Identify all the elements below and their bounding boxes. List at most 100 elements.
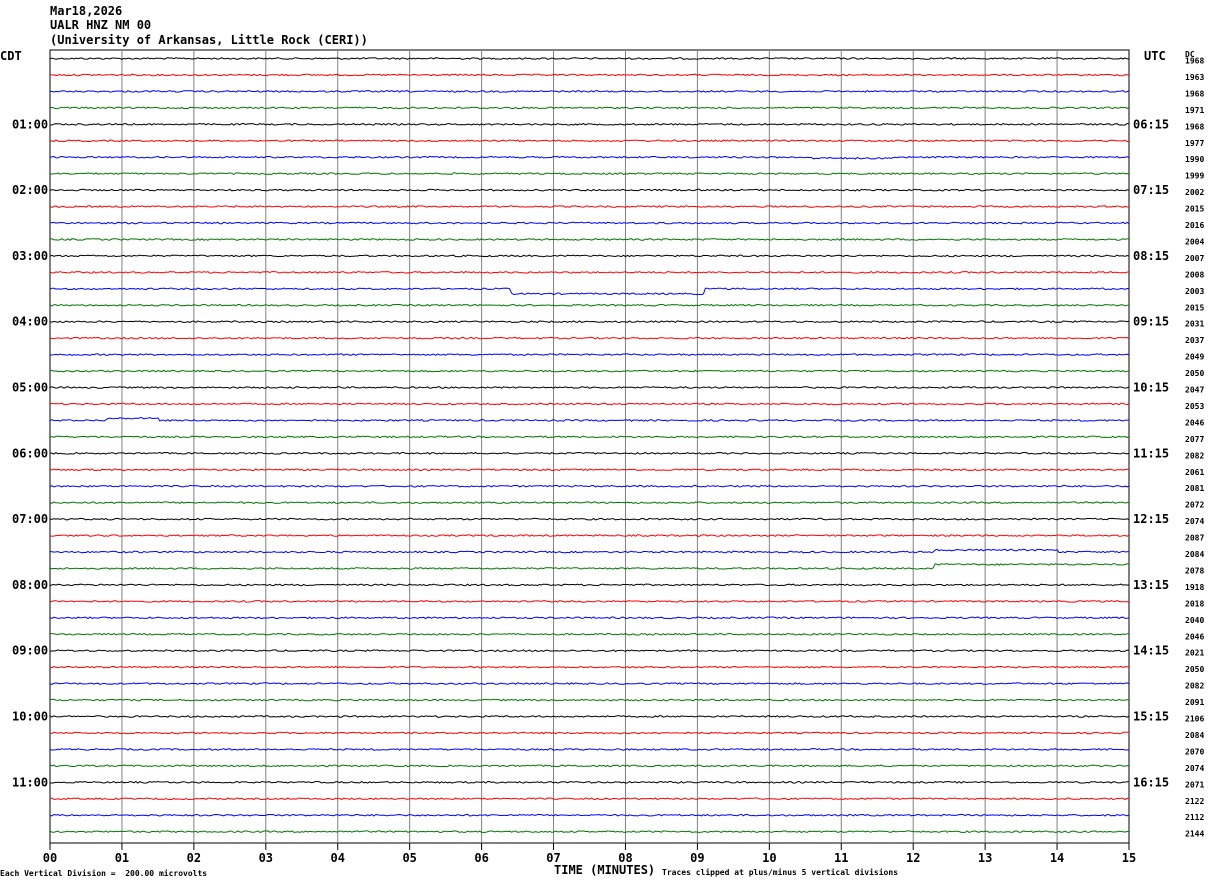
- dc-value-19: 2050: [1185, 369, 1204, 378]
- trace-23: [49, 435, 1130, 439]
- right-hour-label-2: 08:15: [1133, 249, 1169, 263]
- left-hour-label-3: 04:00: [12, 315, 48, 329]
- right-hour-label-1: 07:15: [1133, 183, 1169, 197]
- dc-value-38: 2082: [1185, 682, 1204, 691]
- right-timezone-label: UTC: [1144, 49, 1166, 63]
- left-timezone-label: CDT: [0, 49, 22, 63]
- hour-labels: 1968 1963 1968 1971 1968 1977 1990 1999 2002 2015…: [12, 57, 1204, 839]
- dc-value-12: 2007: [1185, 254, 1204, 263]
- trace-25: [49, 468, 1130, 472]
- dc-value-22: 2046: [1185, 418, 1204, 427]
- trace-13: [49, 270, 1130, 274]
- right-hour-label-4: 10:15: [1133, 381, 1169, 395]
- dc-value-29: 2087: [1185, 534, 1204, 543]
- x-tick-label-4: 04: [331, 851, 345, 865]
- dc-value-5: 1977: [1185, 139, 1204, 148]
- right-hour-label-7: 13:15: [1133, 578, 1169, 592]
- trace-0: [49, 57, 1130, 60]
- dc-value-26: 2081: [1185, 484, 1204, 493]
- x-tick-label-6: 06: [474, 851, 488, 865]
- dc-value-4: 1968: [1185, 122, 1204, 131]
- dc-value-25: 2061: [1185, 468, 1204, 477]
- x-tick-label-15: 15: [1122, 851, 1136, 865]
- scale-note: Each Vertical Division = 200.00 microvol…: [0, 869, 208, 878]
- trace-18: [49, 353, 1130, 357]
- dc-value-10: 2016: [1185, 221, 1204, 230]
- x-tick-label-0: 00: [43, 851, 57, 865]
- dc-value-46: 2112: [1185, 813, 1204, 822]
- network-label: (University of Arkansas, Little Rock (CE…: [50, 33, 368, 47]
- plot-frame: [49, 49, 1130, 844]
- dc-value-1: 1963: [1185, 73, 1204, 82]
- trace-7: [49, 172, 1130, 176]
- trace-37: [49, 665, 1130, 669]
- right-hour-label-6: 12:15: [1133, 512, 1169, 526]
- right-hour-label-8: 14:15: [1133, 644, 1169, 658]
- dc-value-43: 2074: [1185, 764, 1204, 773]
- dc-value-35: 2046: [1185, 632, 1204, 641]
- x-tick-label-11: 11: [834, 851, 848, 865]
- left-hour-label-6: 07:00: [12, 512, 48, 526]
- dc-value-34: 2040: [1185, 616, 1204, 625]
- trace-35: [49, 632, 1130, 636]
- vertical-grid: [121, 50, 1058, 843]
- trace-43: [49, 764, 1130, 768]
- trace-38: [49, 682, 1130, 686]
- x-tick-label-14: 14: [1050, 851, 1064, 865]
- right-hour-label-5: 11:15: [1133, 446, 1169, 460]
- left-hour-label-5: 06:00: [12, 446, 48, 460]
- trace-46: [49, 813, 1130, 817]
- trace-26: [49, 484, 1130, 488]
- dc-value-27: 2072: [1185, 501, 1204, 510]
- trace-15: [49, 303, 1130, 307]
- left-hour-label-1: 02:00: [12, 183, 48, 197]
- trace-32: [49, 583, 1130, 587]
- trace-21: [49, 402, 1130, 406]
- dc-value-0: 1968: [1185, 57, 1204, 66]
- x-tick-label-10: 10: [762, 851, 776, 865]
- trace-40: [49, 715, 1130, 718]
- dc-value-16: 2031: [1185, 320, 1204, 329]
- dc-value-14: 2003: [1185, 287, 1204, 296]
- trace-1: [49, 73, 1130, 77]
- dc-value-17: 2037: [1185, 336, 1204, 345]
- left-hour-label-7: 08:00: [12, 578, 48, 592]
- date-label: Mar18,2026: [50, 4, 123, 18]
- trace-20: [49, 386, 1130, 389]
- dc-value-30: 2084: [1185, 550, 1204, 559]
- trace-41: [49, 731, 1129, 735]
- dc-value-2: 1968: [1185, 89, 1204, 98]
- trace-22: [49, 417, 1130, 422]
- left-hour-label-10: 11:00: [12, 775, 48, 789]
- trace-36: [49, 649, 1130, 653]
- dc-value-28: 2074: [1185, 517, 1204, 526]
- trace-29: [49, 534, 1130, 537]
- dc-value-20: 2047: [1185, 386, 1204, 395]
- trace-31: [49, 563, 1130, 570]
- x-tick-label-7: 07: [546, 851, 560, 865]
- station-label: UALR HNZ NM 00: [50, 18, 152, 32]
- trace-47: [49, 830, 1130, 833]
- trace-11: [49, 238, 1130, 241]
- dc-value-15: 2015: [1185, 303, 1204, 312]
- trace-24: [49, 451, 1130, 455]
- dc-header: DC: [1185, 50, 1195, 59]
- dc-value-36: 2021: [1185, 649, 1204, 658]
- dc-value-13: 2008: [1185, 270, 1204, 279]
- trace-30: [49, 548, 1130, 554]
- trace-45: [49, 797, 1129, 801]
- x-axis-ticks: 00 01 02 03 04 05 06 07 08 09 10 11 12 13 14 15: [43, 843, 1136, 865]
- right-hour-label-9: 15:15: [1133, 710, 1169, 724]
- dc-value-39: 2091: [1185, 698, 1204, 707]
- dc-value-32: 1918: [1185, 583, 1204, 592]
- trace-12: [49, 254, 1130, 258]
- trace-5: [49, 139, 1130, 143]
- left-hour-label-0: 01:00: [12, 117, 48, 131]
- x-tick-label-12: 12: [906, 851, 920, 865]
- dc-value-8: 2002: [1185, 188, 1204, 197]
- trace-33: [49, 599, 1130, 603]
- trace-28: [49, 517, 1130, 521]
- trace-42: [49, 747, 1130, 751]
- x-tick-label-1: 01: [115, 851, 129, 865]
